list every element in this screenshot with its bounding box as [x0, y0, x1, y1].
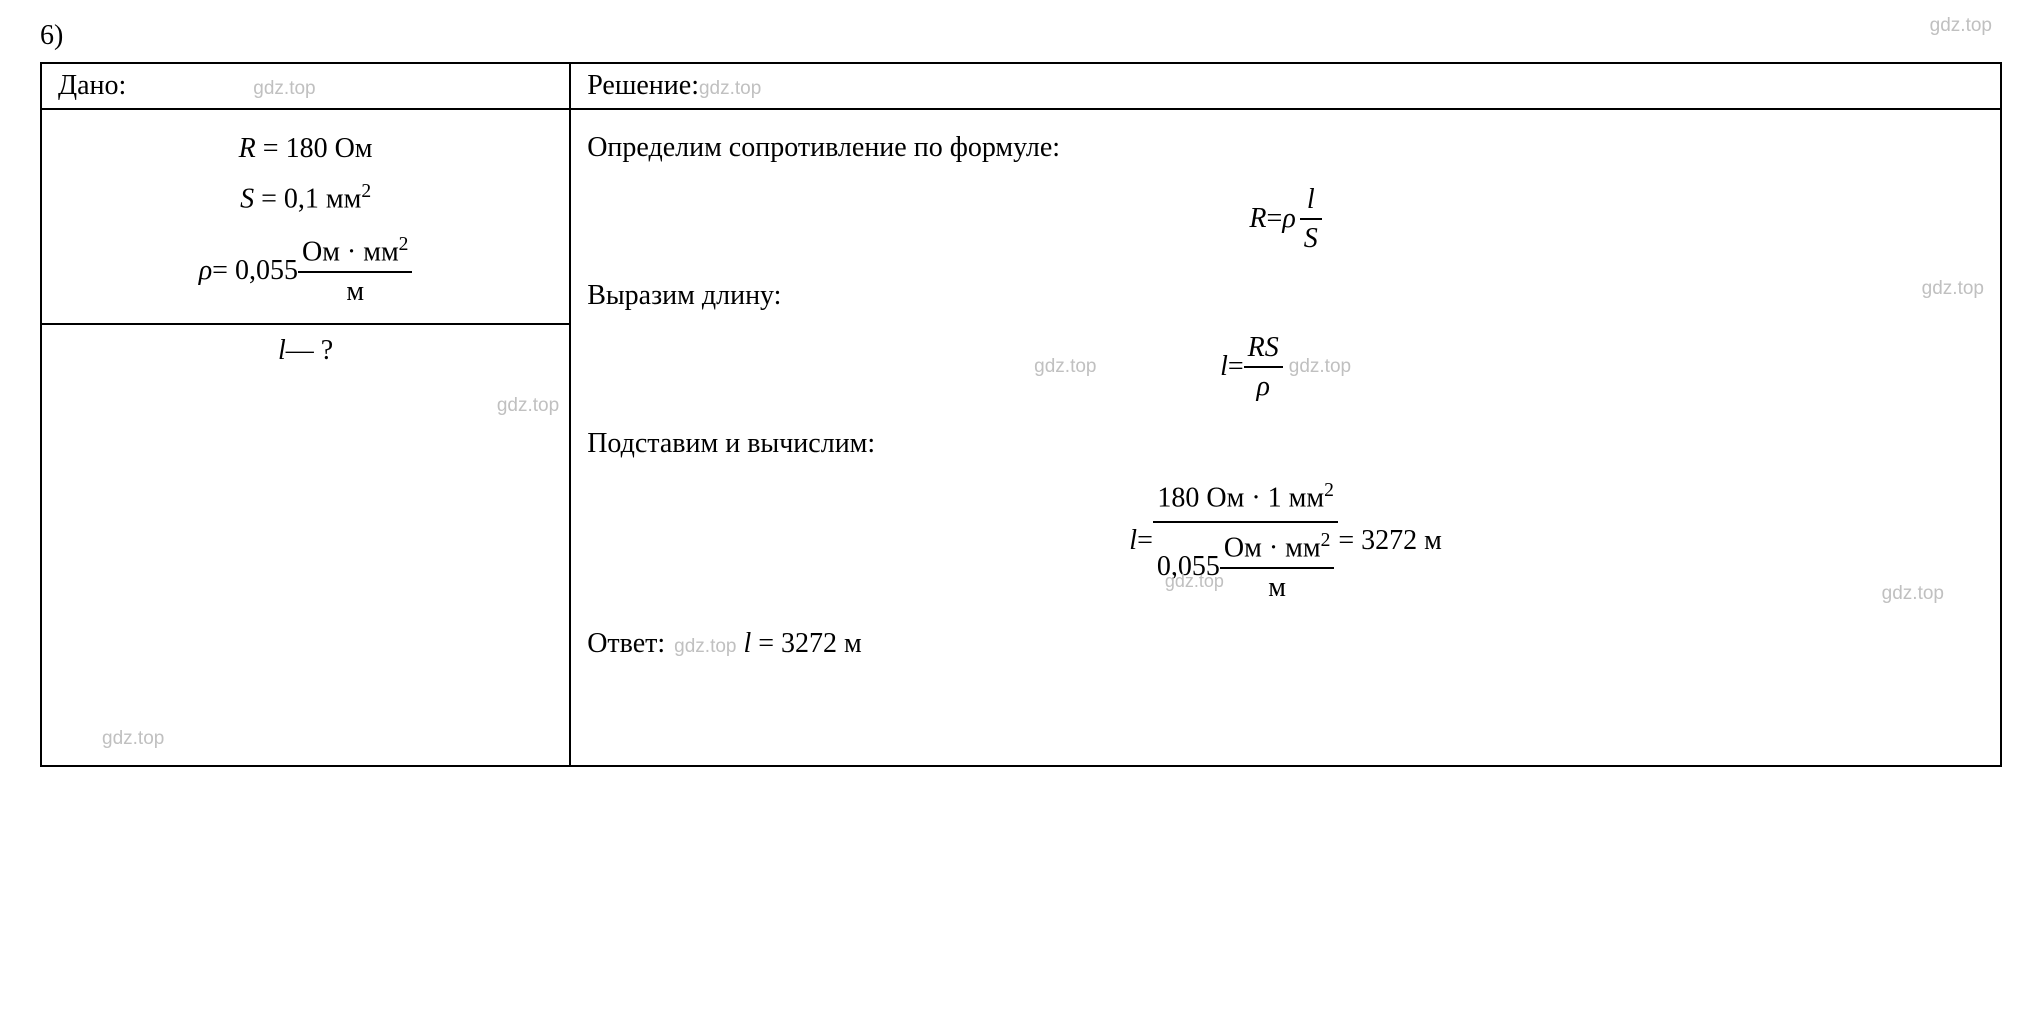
solution-body: Определим сопротивление по формуле: R = … [570, 109, 2001, 766]
var-rho: ρ [199, 246, 212, 296]
problem-number: 6) [40, 20, 2002, 52]
watermark-text2: gdz.top [1922, 274, 1984, 304]
f2-fraction: RS ρ [1244, 331, 1283, 404]
header-row: Дано: gdz.top Решение:gdz.top [41, 63, 2001, 109]
solution-text-2: Выразим длину: [587, 280, 781, 311]
watermark-bottom-left: gdz.top [102, 728, 164, 750]
f3-lhs: l [1129, 519, 1137, 564]
f3-main-fraction: 180 Ом · 1 мм2 0,055 Ом · мм2 gdz.top м [1153, 479, 1339, 604]
watermark-answer: gdz.top [674, 636, 736, 657]
given-header-cell: Дано: gdz.top [41, 63, 570, 109]
f3-eq: = [1137, 519, 1153, 564]
find-box: l— ? gdz.top gdz.top [42, 325, 569, 765]
find-suffix: — ? [286, 335, 333, 366]
f3-den: 0,055 Ом · мм2 gdz.top м [1153, 523, 1339, 605]
watermark-f3-den: gdz.top [1165, 571, 1224, 593]
watermark-solution-header: gdz.top [699, 78, 761, 99]
val-rho: = 0,055 [212, 246, 298, 296]
find-var: l [278, 335, 286, 366]
watermark-find: gdz.top [497, 395, 559, 417]
formula-1: R = ρ l S [587, 183, 1984, 256]
f2-den: ρ [1244, 368, 1283, 404]
formula-3: l = 180 Ом · 1 мм2 0,055 Ом · мм2 [587, 479, 1984, 604]
f3-den-num: Ом · мм2 [1220, 529, 1335, 569]
watermark-top-right: gdz.top [1930, 15, 1992, 37]
rho-units-den: м [298, 273, 413, 309]
solution-label: Решение: [587, 70, 699, 101]
left-column: R = 180 Ом S = 0,1 мм2 ρ = 0,055 Ом · мм… [41, 109, 570, 766]
watermark-f2-left: gdz.top [1034, 352, 1096, 382]
formula-2: gdz.top l = RS ρ gdz.top [587, 331, 1984, 404]
given-label: Дано: [58, 70, 126, 101]
given-line-1: R = 180 Ом [50, 124, 561, 174]
given-data-box: R = 180 Ом S = 0,1 мм2 ρ = 0,055 Ом · мм… [42, 110, 569, 325]
watermark-given: gdz.top [253, 78, 315, 99]
f2-lhs: l [1220, 345, 1228, 390]
solution-text-3: Подставим и вычислим: [587, 422, 1984, 467]
val-S: = 0,1 мм [254, 184, 361, 215]
answer-val: = 3272 м [751, 628, 862, 659]
solution-content: Определим сопротивление по формуле: R = … [587, 126, 1984, 715]
f1-rho: ρ [1282, 197, 1295, 242]
val-R: = 180 Ом [256, 133, 373, 164]
var-R: R [239, 133, 256, 164]
f1-num: l [1300, 183, 1322, 221]
f2-num: RS [1244, 331, 1283, 369]
solution-text-2-wrap: Выразим длину: gdz.top [587, 274, 1984, 319]
given-line-2: S = 0,1 мм2 [50, 174, 561, 225]
answer-line: Ответ: gdz.top l = 3272 м [587, 622, 1984, 667]
answer-label: Ответ: [587, 628, 665, 659]
f1-lhs: R [1249, 197, 1266, 242]
f3-result: = 3272 м [1338, 519, 1442, 564]
data-row-1: R = 180 Ом S = 0,1 мм2 ρ = 0,055 Ом · мм… [41, 109, 2001, 766]
solution-table: Дано: gdz.top Решение:gdz.top R = 180 Ом… [40, 62, 2002, 767]
f3-den-fraction: Ом · мм2 gdz.top м [1220, 529, 1335, 605]
rho-units-fraction: Ом · мм2 м [298, 233, 413, 309]
watermark-f3-right: gdz.top [1882, 579, 1944, 609]
given-line-3: ρ = 0,055 Ом · мм2 м [50, 233, 561, 309]
solution-text-1: Определим сопротивление по формуле: [587, 126, 1984, 171]
f3-num: 180 Ом · 1 мм2 [1153, 479, 1339, 523]
f3-den-den-wrap: gdz.top м [1220, 569, 1335, 605]
f1-eq: = [1267, 197, 1283, 242]
f2-eq: = [1228, 345, 1244, 390]
var-S: S [240, 184, 254, 215]
f1-fraction: l S [1300, 183, 1322, 256]
rho-units-num: Ом · мм2 [298, 233, 413, 273]
solution-header-cell: Решение:gdz.top [570, 63, 2001, 109]
f3-den-den: м [1268, 572, 1286, 603]
find-line: l— ? [50, 335, 561, 367]
f1-den: S [1300, 220, 1322, 256]
problem-container: 6) gdz.top Дано: gdz.top Решение:gdz.top… [40, 20, 2002, 767]
watermark-f2-right: gdz.top [1289, 352, 1351, 382]
sup-S: 2 [361, 181, 371, 202]
